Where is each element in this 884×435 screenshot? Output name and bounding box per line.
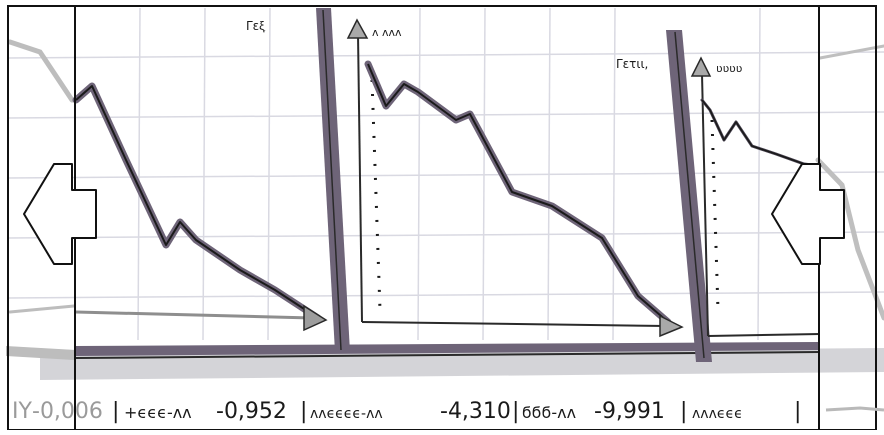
x-axis-3 xyxy=(707,333,821,337)
prev-arrow-icon[interactable] xyxy=(23,163,97,265)
axis-label-3: ʋʋʋʋ xyxy=(716,62,742,75)
ticker-item-3-value: -4,310 xyxy=(440,399,511,424)
x-axis-2 xyxy=(361,321,667,327)
next-arrow-icon[interactable] xyxy=(771,163,845,265)
ticker-bar: IY -0,006 | +ϵϵϵ-ʌʌ -0,952 | ʌʌϵϵϵϵ-ʌʌ -… xyxy=(12,399,801,424)
ticker-separator: | xyxy=(794,399,801,424)
ticker-item-5-name: ʌʌʌϵϵϵ xyxy=(692,406,743,422)
ticker-separator: | xyxy=(512,399,519,424)
x-axis-1 xyxy=(75,310,313,320)
ghost-chart-left xyxy=(7,39,76,314)
x-axis-arrow-1 xyxy=(303,304,328,332)
ticker-separator: | xyxy=(300,399,307,424)
y-axis-arrow-2 xyxy=(346,18,369,39)
panel-label-3: Γετιι, xyxy=(616,57,648,71)
chart-panel-3: Γετιι, ʋʋʋʋ xyxy=(616,56,822,337)
baseline-ink xyxy=(76,342,820,356)
y-axis-2 xyxy=(357,33,363,323)
y-axis-3 xyxy=(701,73,709,337)
ticker-item-1-value: -0,006 xyxy=(32,399,103,424)
chart-panel-1: Γεξ᷊᷊ xyxy=(72,19,328,332)
axis-label-2: ʌ ʌʌʌ xyxy=(372,26,402,39)
x-axis-arrow-2 xyxy=(659,314,684,338)
ghost-chart-right xyxy=(815,44,884,321)
ticker-item-3-name: ʌʌϵϵϵϵ-ʌʌ xyxy=(310,406,383,422)
ticker-item-4-name: ϭϭϭ-ʌʌ xyxy=(522,403,576,422)
ticker-separator: | xyxy=(680,399,687,424)
panel-label-1: Γεξ᷊᷊ xyxy=(246,19,266,33)
y-axis-arrow-3 xyxy=(690,56,712,77)
ticker-item-4-value: -9,991 xyxy=(594,399,665,424)
chart-panel-2: ʌ ʌʌʌ xyxy=(346,18,684,338)
ticker-item-2-name: +ϵϵϵ-ʌʌ xyxy=(124,403,192,422)
panel-divider-1 xyxy=(316,8,350,352)
ticker-item-1-name: IY xyxy=(12,399,32,424)
ticker-separator: | xyxy=(112,399,119,424)
ticker-item-2-value: -0,952 xyxy=(216,399,287,424)
